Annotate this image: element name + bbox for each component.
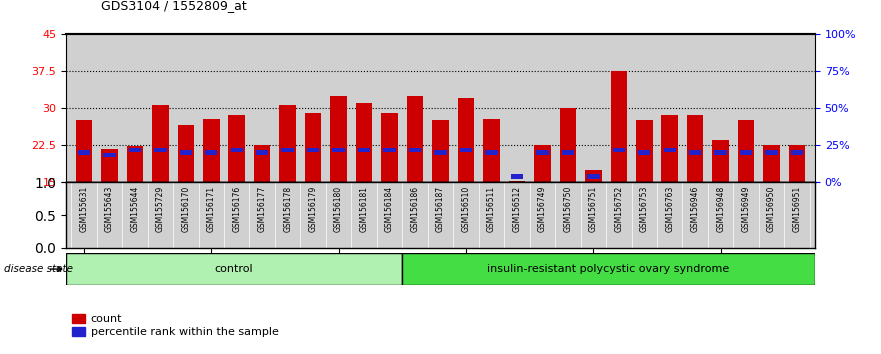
Bar bbox=[738, 120, 754, 182]
Text: GDS3104 / 1552809_at: GDS3104 / 1552809_at bbox=[101, 0, 247, 12]
Text: GSM155644: GSM155644 bbox=[130, 185, 139, 232]
Bar bbox=[383, 148, 396, 152]
Text: control: control bbox=[215, 264, 253, 274]
Text: insulin-resistant polycystic ovary syndrome: insulin-resistant polycystic ovary syndr… bbox=[487, 264, 729, 274]
Text: GSM155643: GSM155643 bbox=[105, 185, 114, 232]
Text: GSM156170: GSM156170 bbox=[181, 185, 190, 232]
Text: GSM156178: GSM156178 bbox=[283, 185, 292, 232]
Bar bbox=[203, 119, 219, 182]
Bar bbox=[254, 145, 270, 182]
Bar bbox=[358, 148, 370, 152]
Bar bbox=[687, 115, 704, 182]
Text: GSM156180: GSM156180 bbox=[334, 185, 343, 232]
Text: GSM156179: GSM156179 bbox=[308, 185, 318, 232]
Bar bbox=[559, 108, 576, 182]
Bar bbox=[485, 150, 498, 155]
Bar bbox=[766, 150, 778, 155]
Text: GSM155729: GSM155729 bbox=[156, 185, 165, 232]
Bar bbox=[740, 150, 752, 155]
Bar bbox=[281, 148, 294, 152]
Bar bbox=[433, 120, 448, 182]
Bar bbox=[256, 150, 269, 155]
Bar bbox=[330, 96, 347, 182]
Bar bbox=[129, 148, 141, 152]
Bar bbox=[460, 148, 472, 152]
Bar bbox=[381, 113, 398, 182]
Bar bbox=[180, 150, 192, 155]
Bar bbox=[638, 150, 650, 155]
Text: GSM156512: GSM156512 bbox=[513, 185, 522, 232]
Bar bbox=[409, 148, 421, 152]
Bar bbox=[662, 115, 678, 182]
Text: GSM156750: GSM156750 bbox=[563, 185, 573, 232]
Bar bbox=[154, 148, 167, 152]
Text: GSM156950: GSM156950 bbox=[767, 185, 776, 232]
Bar bbox=[534, 145, 551, 182]
Bar bbox=[585, 170, 602, 182]
Legend: count, percentile rank within the sample: count, percentile rank within the sample bbox=[71, 314, 278, 337]
Bar bbox=[788, 145, 805, 182]
Bar bbox=[127, 146, 143, 182]
Text: GSM156753: GSM156753 bbox=[640, 185, 648, 232]
Bar bbox=[587, 174, 600, 179]
Bar bbox=[434, 150, 447, 155]
Bar bbox=[611, 71, 627, 182]
Bar bbox=[279, 105, 296, 182]
Bar bbox=[508, 181, 525, 182]
Bar bbox=[562, 150, 574, 155]
Bar bbox=[612, 148, 625, 152]
Text: GSM156946: GSM156946 bbox=[691, 185, 700, 232]
Text: GSM156187: GSM156187 bbox=[436, 185, 445, 232]
Bar bbox=[307, 148, 319, 152]
Text: GSM156752: GSM156752 bbox=[614, 185, 623, 232]
Bar bbox=[537, 150, 549, 155]
Bar bbox=[689, 150, 701, 155]
Bar bbox=[177, 125, 194, 182]
Text: GSM156510: GSM156510 bbox=[462, 185, 470, 232]
FancyBboxPatch shape bbox=[402, 253, 815, 285]
Text: GSM156184: GSM156184 bbox=[385, 185, 394, 232]
Bar bbox=[763, 145, 780, 182]
Text: GSM156951: GSM156951 bbox=[793, 185, 802, 232]
Bar bbox=[636, 120, 653, 182]
Bar bbox=[78, 150, 90, 155]
Bar bbox=[305, 113, 322, 182]
Bar bbox=[511, 174, 523, 179]
Bar bbox=[483, 119, 500, 182]
Bar bbox=[791, 150, 803, 155]
Bar bbox=[152, 105, 168, 182]
Bar bbox=[713, 140, 729, 182]
Bar bbox=[714, 150, 727, 155]
Bar bbox=[407, 96, 423, 182]
Bar bbox=[228, 115, 245, 182]
Bar bbox=[332, 148, 344, 152]
Bar bbox=[205, 150, 218, 155]
Bar bbox=[663, 148, 676, 152]
Text: GSM156948: GSM156948 bbox=[716, 185, 725, 232]
Bar bbox=[231, 148, 243, 152]
Text: GSM156949: GSM156949 bbox=[742, 185, 751, 232]
Text: disease state: disease state bbox=[4, 264, 73, 274]
Bar bbox=[356, 103, 373, 182]
FancyBboxPatch shape bbox=[66, 253, 402, 285]
Text: GSM156511: GSM156511 bbox=[487, 185, 496, 232]
Text: GSM156751: GSM156751 bbox=[589, 185, 598, 232]
Text: GSM155631: GSM155631 bbox=[79, 185, 88, 232]
Text: GSM156749: GSM156749 bbox=[538, 185, 547, 232]
Text: GSM156177: GSM156177 bbox=[258, 185, 267, 232]
Text: GSM156186: GSM156186 bbox=[411, 185, 419, 232]
Text: GSM156763: GSM156763 bbox=[665, 185, 674, 232]
Bar bbox=[458, 98, 474, 182]
Text: GSM156181: GSM156181 bbox=[359, 185, 368, 232]
Text: GSM156176: GSM156176 bbox=[233, 185, 241, 232]
Bar bbox=[101, 149, 118, 182]
Text: GSM156171: GSM156171 bbox=[207, 185, 216, 232]
Bar bbox=[76, 120, 93, 182]
Bar bbox=[103, 153, 115, 157]
